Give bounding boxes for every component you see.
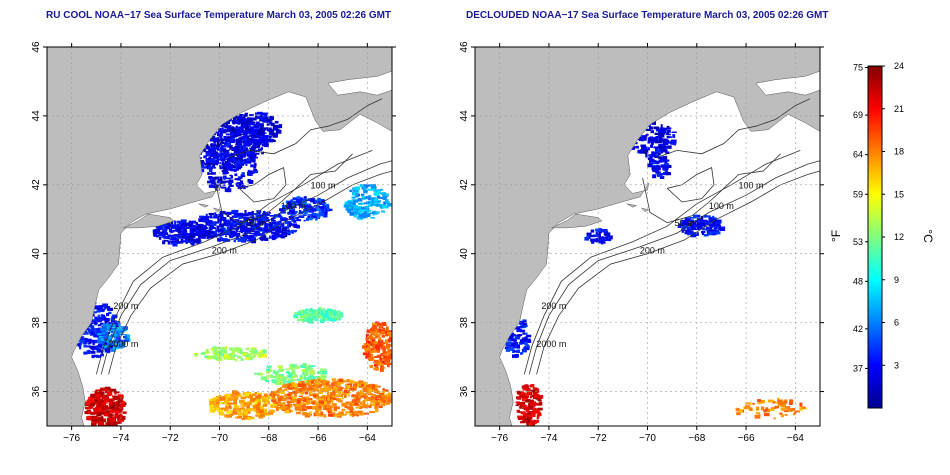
contour-label: 100 m	[738, 180, 763, 190]
x-tick-label: −74	[540, 433, 557, 444]
fahrenheit-tick-label: 75	[853, 63, 863, 73]
contour-label: 100 m	[310, 180, 335, 190]
fahrenheit-tick-label: 69	[853, 110, 863, 120]
celsius-tick-label: 21	[894, 104, 904, 114]
celsius-tick-label: 24	[894, 61, 904, 71]
celsius-axis-label: °C	[921, 229, 935, 243]
map-area: 100 m 100 m 50 m 200 m 200 m 2000 m	[47, 47, 392, 426]
y-tick-label: 38	[31, 317, 42, 329]
x-tick-label: −72	[590, 433, 607, 444]
island	[551, 213, 603, 229]
y-tick-label: 36	[459, 386, 470, 398]
x-tick-label: −68	[688, 433, 705, 444]
x-tick-label: −68	[260, 433, 277, 444]
x-tick-label: −76	[491, 433, 508, 444]
x-tick-label: −72	[162, 433, 179, 444]
fahrenheit-tick-label: 42	[853, 324, 863, 334]
left-panel: 100 m 100 m 50 m 200 m 200 m 2000 m −76 −74 −72 −…	[31, 41, 396, 444]
bathymetry-contour	[108, 170, 392, 375]
y-tick-label: 36	[31, 386, 42, 398]
fahrenheit-tick-label: 48	[853, 276, 863, 286]
fahrenheit-tick-label: 53	[853, 237, 863, 247]
land	[475, 47, 820, 426]
island	[626, 203, 638, 208]
contour-label: 50 m	[674, 218, 694, 228]
y-tick-label: 40	[459, 248, 470, 260]
map-area: 100 m 100 m 50 m 200 m 200 m 2000 m	[475, 47, 820, 426]
y-tick-label: 44	[31, 110, 42, 122]
contour-label: 2000 m	[108, 339, 138, 349]
bathymetry-contour	[666, 167, 715, 203]
bathymetry-contour	[238, 167, 287, 203]
celsius-tick-label: 18	[894, 147, 904, 157]
sst-pixels	[503, 121, 807, 426]
celsius-tick-label: 9	[894, 275, 899, 285]
bathymetry-contour	[100, 160, 392, 375]
contour-label: 100 m	[281, 201, 306, 211]
island	[640, 207, 650, 213]
x-tick-label: −64	[359, 433, 376, 444]
bathymetry-contour	[95, 150, 373, 375]
left-panel-title: RU COOL NOAA−17 Sea Surface Temperature …	[46, 10, 392, 21]
y-tick-label: 40	[31, 248, 42, 260]
island	[123, 213, 175, 229]
x-tick-label: −76	[63, 433, 80, 444]
x-tick-label: −66	[738, 433, 755, 444]
contour-label: 200 m	[541, 301, 566, 311]
x-tick-label: −74	[112, 433, 129, 444]
right-panel-title: DECLOUDED NOAA−17 Sea Surface Temperatur…	[466, 10, 829, 21]
bathymetry-contour	[657, 98, 811, 158]
fahrenheit-axis-label: °F	[829, 230, 843, 242]
contour-label: 200 m	[640, 246, 665, 256]
island	[198, 203, 210, 208]
bathymetry-contour	[536, 170, 820, 375]
y-tick-label: 44	[459, 110, 470, 122]
contour-label: 200 m	[212, 246, 237, 256]
bathymetry-contour	[523, 150, 801, 375]
bathymetry-contour	[229, 98, 383, 158]
y-tick-label: 38	[459, 317, 470, 329]
y-tick-label: 42	[31, 179, 42, 191]
contour-label: 200 m	[113, 301, 138, 311]
bathymetry-contour	[528, 160, 820, 375]
contour-label: 50 m	[246, 218, 266, 228]
celsius-tick-label: 6	[894, 318, 899, 328]
fahrenheit-tick-label: 59	[853, 189, 863, 199]
bathymetry-contour	[214, 153, 353, 224]
colorbar: 24 21 18 15 12 9 6 3 75 69 64 59 53 48 42 37 °F °C	[829, 61, 935, 409]
contour-label: 100 m	[709, 201, 734, 211]
y-tick-label: 46	[459, 41, 470, 53]
island	[212, 207, 222, 213]
celsius-tick-label: 3	[894, 360, 899, 370]
contour-label: 2000 m	[536, 339, 566, 349]
x-tick-label: −70	[639, 433, 656, 444]
land	[47, 47, 392, 426]
celsius-tick-label: 12	[894, 232, 904, 242]
x-tick-label: −70	[211, 433, 228, 444]
y-tick-label: 46	[31, 41, 42, 53]
fahrenheit-tick-label: 64	[853, 150, 863, 160]
x-tick-label: −64	[787, 433, 804, 444]
right-panel: 100 m 100 m 50 m 200 m 200 m 2000 m −76 −74 −72 −…	[459, 41, 824, 444]
colorbar-gradient	[867, 65, 883, 409]
bathymetry-contour	[642, 153, 781, 224]
y-tick-label: 42	[459, 179, 470, 191]
x-tick-label: −66	[310, 433, 327, 444]
fahrenheit-tick-label: 37	[853, 363, 863, 373]
celsius-tick-label: 15	[894, 189, 904, 199]
